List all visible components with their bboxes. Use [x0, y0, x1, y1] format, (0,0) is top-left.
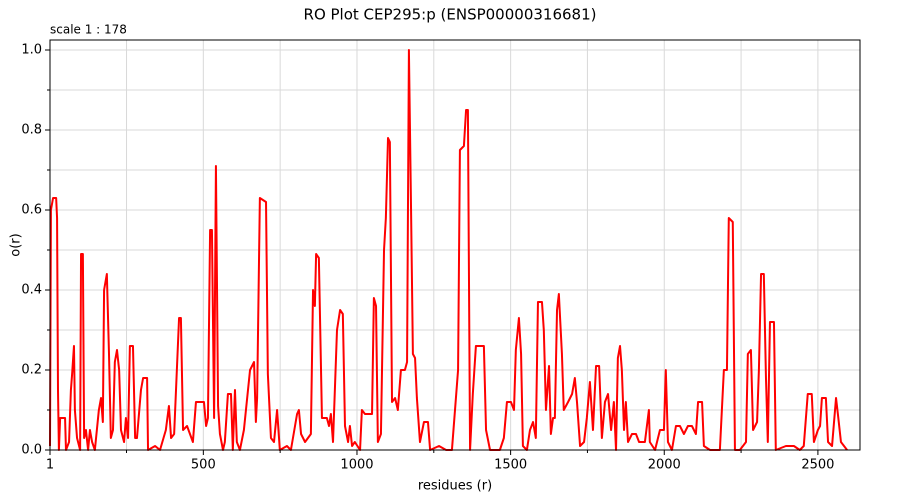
y-tick-label: 0.2 [21, 363, 42, 378]
y-axis-label: o(r) [9, 233, 24, 256]
scale-label: scale 1 : 178 [50, 23, 127, 37]
y-tick-label: 1.0 [21, 43, 42, 58]
chart-title: RO Plot CEP295:p (ENSP00000316681) [304, 6, 597, 24]
y-tick-label: 0.6 [21, 203, 42, 218]
x-tick-label: 2000 [648, 458, 681, 473]
plot-frame [49, 39, 861, 451]
y-tick-label: 0.8 [21, 123, 42, 138]
grid [49, 40, 860, 451]
x-tick-label: 1500 [494, 458, 527, 473]
x-tick-label: 500 [191, 458, 216, 473]
plot [49, 49, 848, 451]
y-tick-label: 0.4 [21, 283, 42, 298]
x-tick-label: 1 [46, 458, 54, 473]
y-tick-label: 0.0 [21, 443, 42, 458]
x-tick-label: 2500 [801, 458, 834, 473]
data-line [49, 49, 848, 451]
x-tick-label: 1000 [340, 458, 373, 473]
x-axis-label: residues (r) [418, 479, 492, 494]
